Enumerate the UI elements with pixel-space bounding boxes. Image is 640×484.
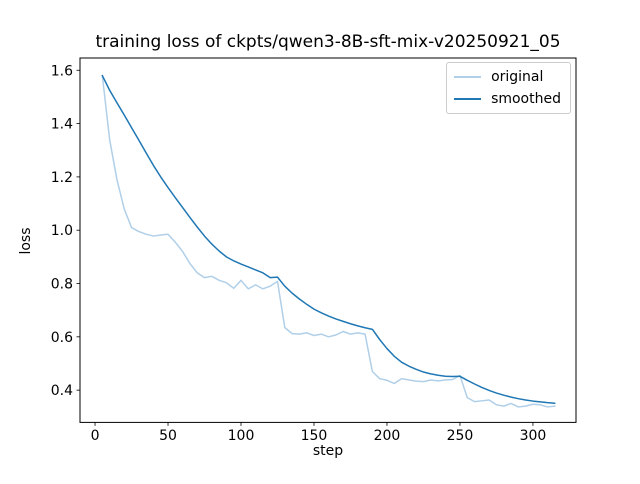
y-tick-label: 1.2 — [51, 170, 73, 186]
x-tick-label: 200 — [374, 428, 401, 444]
x-tick-label: 0 — [91, 428, 100, 444]
x-tick-label: 250 — [447, 428, 474, 444]
legend: original smoothed — [446, 62, 571, 114]
y-tick-label: 0.6 — [51, 330, 73, 346]
legend-label-smoothed: smoothed — [491, 91, 561, 107]
x-tick-label: 50 — [159, 428, 177, 444]
legend-item-original: original — [454, 68, 561, 86]
x-tick-label: 150 — [301, 428, 328, 444]
y-axis-label: loss — [18, 227, 34, 255]
original-line-swatch — [454, 76, 482, 78]
legend-label-original: original — [491, 69, 544, 85]
legend-item-smoothed: smoothed — [454, 90, 561, 108]
x-axis-label: step — [312, 443, 344, 459]
y-tick-label: 1.4 — [51, 117, 73, 133]
chart-title: training loss of ckpts/qwen3-8B-sft-mix-… — [95, 32, 561, 52]
smoothed-line-swatch — [454, 98, 482, 100]
axes-frame — [79, 57, 577, 423]
y-tick-label: 1.0 — [51, 223, 73, 239]
y-tick-label: 1.6 — [51, 63, 73, 79]
x-tick-label: 100 — [228, 428, 255, 444]
y-tick-label: 0.8 — [51, 277, 73, 293]
series-line-original — [101, 74, 556, 408]
x-tick-label: 300 — [520, 428, 547, 444]
y-tick-label: 0.4 — [51, 383, 73, 399]
series-line-smoothed — [101, 74, 556, 404]
